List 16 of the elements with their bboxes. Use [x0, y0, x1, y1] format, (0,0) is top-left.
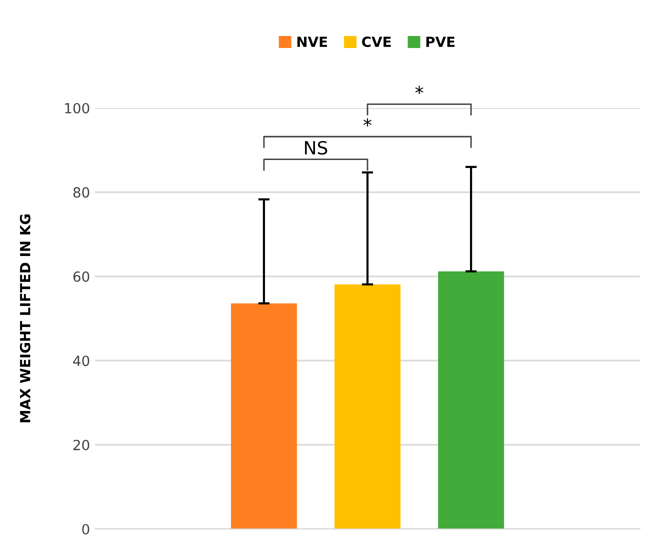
bar [230, 303, 297, 529]
y-tick-label: 40 [73, 356, 90, 366]
legend-label: NVE [297, 36, 327, 47]
y-tick-label: 100 [65, 102, 90, 114]
legend-label: PVE [426, 36, 454, 47]
y-tick-label: 80 [73, 187, 90, 198]
annotation: * [364, 118, 372, 126]
y-tick-label: 20 [73, 440, 90, 450]
bar [334, 284, 400, 529]
legend-label: CVE [362, 36, 391, 48]
bar [438, 271, 504, 529]
y-tick-label: 0 [82, 524, 90, 534]
y-tick-label: 60 [73, 271, 90, 282]
y-axis-title: MAX WEIGHT LIFTED IN KG [20, 214, 30, 422]
annotation: NS [305, 140, 328, 155]
text: * [415, 86, 424, 94]
